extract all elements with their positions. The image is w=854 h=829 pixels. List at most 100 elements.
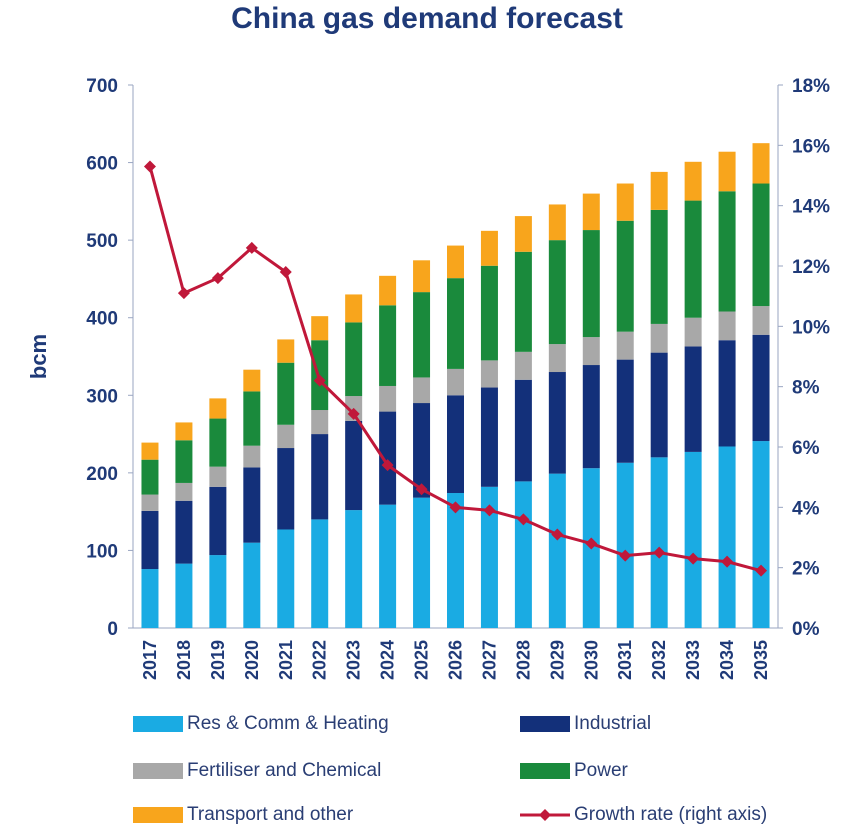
x-tick-label: 2018 [174,640,194,680]
growth-rate-point-2026 [449,501,462,514]
bar-segment-industrial-2017 [141,510,159,570]
bar-segment-transport-and-other-2032 [650,171,668,210]
x-tick-label: 2024 [378,640,398,680]
x-tick-label: 2034 [717,640,737,680]
x-tick-label: 2026 [446,640,466,680]
bar-segment-transport-and-other-2029 [548,204,566,241]
x-tick-label: 2031 [615,640,635,680]
left-tick-label: 100 [86,541,118,562]
bar-segment-res-comm-heating-2032 [650,457,668,628]
bar-segment-power-2031 [616,220,634,332]
bar-segment-industrial-2018 [175,500,193,564]
growth-rate-point-2024 [381,459,394,472]
bar-segment-power-2019 [209,418,227,467]
bar-segment-res-comm-heating-2026 [447,493,464,628]
bar-segment-res-comm-heating-2033 [684,451,702,628]
bar-segment-res-comm-heating-2035 [752,441,770,628]
growth-rate-point-2032 [653,546,666,559]
bar-segment-power-2033 [684,200,702,318]
bar-segment-res-comm-heating-2025 [413,497,431,628]
growth-rate-point-2017 [143,160,156,173]
bar-segment-industrial-2026 [447,395,464,494]
bar-segment-res-comm-heating-2031 [616,462,634,628]
growth-rate-point-2023 [347,407,360,420]
bar-segment-power-2026 [447,278,464,369]
x-tick-label: 2032 [649,640,669,680]
bar-segment-power-2017 [141,459,159,495]
bar-segment-power-2021 [277,362,295,425]
bar-segment-res-comm-heating-2034 [718,446,736,628]
growth-rate-point-2027 [483,504,496,517]
bar-segment-fertiliser-and-chemical-2018 [175,482,193,501]
x-tick-label: 2029 [547,640,567,680]
bar-segment-power-2024 [379,305,397,386]
bar-segment-industrial-2035 [752,334,770,442]
bar-segment-res-comm-heating-2021 [277,529,295,628]
bar-segment-power-2018 [175,440,193,483]
bar-segment-transport-and-other-2018 [175,422,193,441]
x-tick-label: 2022 [310,640,330,680]
growth-rate-point-2020 [245,241,258,254]
x-tick-label: 2030 [581,640,601,680]
x-tick-label: 2027 [479,640,499,680]
bar-segment-transport-and-other-2034 [718,151,736,192]
x-tick-label: 2023 [344,640,364,680]
bar-segment-industrial-2022 [311,434,329,520]
bar-segment-power-2020 [243,391,261,446]
bar-segment-transport-and-other-2026 [447,245,464,279]
bar-segment-res-comm-heating-2027 [480,486,498,628]
left-tick-label: 0 [107,619,118,640]
bar-segment-fertiliser-and-chemical-2022 [311,410,329,435]
bar-segment-fertiliser-and-chemical-2034 [718,311,736,341]
bar-segment-transport-and-other-2033 [684,161,702,201]
bar-segment-res-comm-heating-2028 [514,481,532,628]
right-tick-label: 14% [792,197,830,218]
x-tick-label: 2033 [683,640,703,680]
bar-segment-transport-and-other-2031 [616,183,634,221]
right-tick-label: 8% [792,378,820,399]
bar-segment-transport-and-other-2027 [480,230,498,266]
growth-rate-point-2028 [517,513,530,526]
bar-segment-fertiliser-and-chemical-2017 [141,494,159,511]
bar-segment-industrial-2034 [718,340,736,447]
bar-segment-transport-and-other-2022 [311,316,329,341]
bar-segment-fertiliser-and-chemical-2021 [277,424,295,449]
right-tick-label: 4% [792,498,820,519]
right-tick-label: 12% [792,257,830,278]
bar-segment-res-comm-heating-2019 [209,555,227,628]
left-tick-label: 200 [86,464,118,485]
bar-segment-industrial-2032 [650,352,668,458]
bar-segment-fertiliser-and-chemical-2027 [480,360,498,388]
x-tick-label: 2035 [751,640,771,680]
bar-segment-fertiliser-and-chemical-2035 [752,306,770,335]
bar-segment-transport-and-other-2035 [752,143,770,184]
bar-segment-transport-and-other-2024 [379,275,397,306]
growth-rate-point-2019 [211,272,224,285]
bar-segment-fertiliser-and-chemical-2030 [582,337,600,366]
x-tick-label: 2019 [208,640,228,680]
bar-segment-industrial-2028 [514,379,532,482]
chart-title: China gas demand forecast [231,2,623,35]
bar-segment-transport-and-other-2020 [243,369,261,392]
bar-segment-transport-and-other-2017 [141,442,159,460]
bar-segment-industrial-2029 [548,372,566,474]
x-tick-label: 2020 [242,640,262,680]
bar-segment-fertiliser-and-chemical-2020 [243,445,261,468]
right-tick-label: 16% [792,136,830,157]
bar-segment-industrial-2023 [345,420,363,511]
bar-segment-transport-and-other-2025 [413,260,431,293]
growth-rate-point-2030 [585,537,598,550]
x-tick-label: 2017 [140,640,160,680]
bar-segment-power-2032 [650,209,668,324]
bar-segment-fertiliser-and-chemical-2024 [379,385,397,412]
right-tick-label: 10% [792,317,830,338]
growth-rate-point-2031 [619,549,632,562]
bar-segment-power-2025 [413,292,431,378]
bar-segment-industrial-2021 [277,448,295,530]
bar-segment-power-2035 [752,183,770,307]
bar-segment-power-2029 [548,240,566,345]
bar-segment-power-2030 [582,230,600,338]
y-axis-label: bcm [26,334,51,379]
bar-segment-fertiliser-and-chemical-2025 [413,377,431,404]
